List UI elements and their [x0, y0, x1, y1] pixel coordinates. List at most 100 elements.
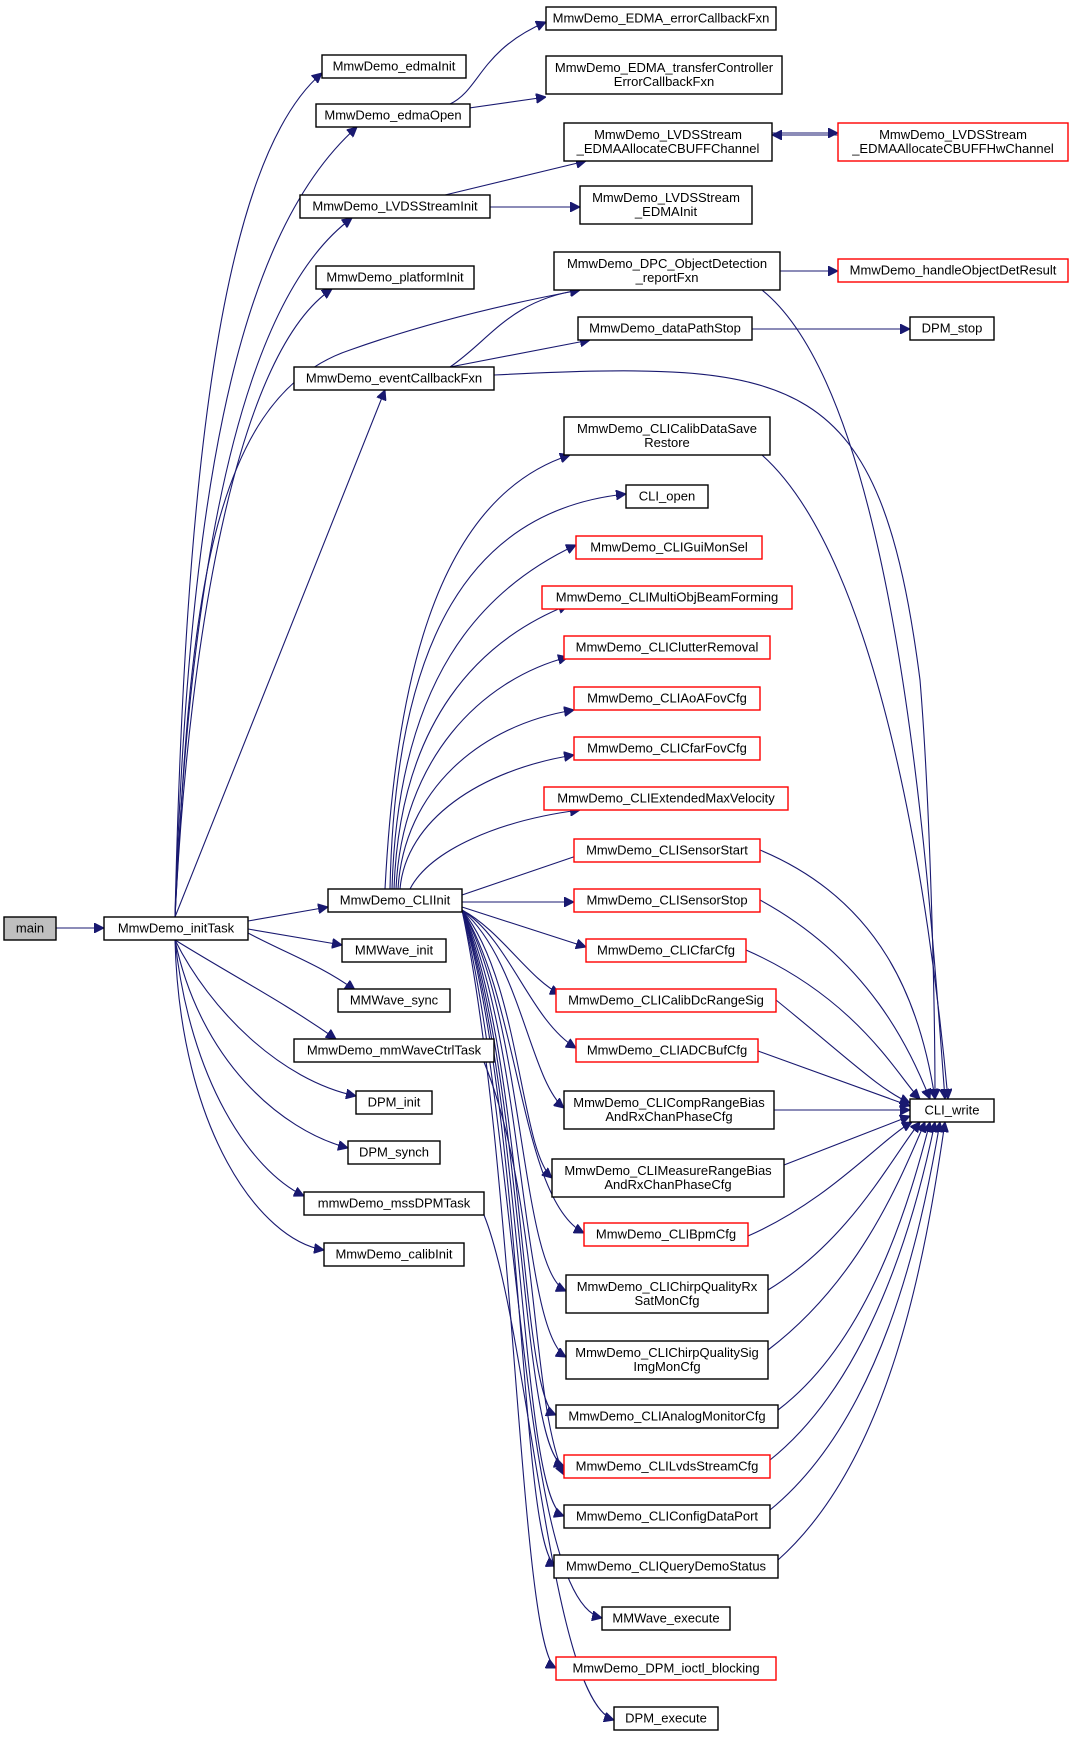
function-node-edmaTcErrCb[interactable]: MmwDemo_EDMA_transferControllerErrorCall…: [545, 55, 783, 95]
function-node-box[interactable]: [303, 1191, 485, 1216]
function-node-cliCalibDc[interactable]: MmwDemo_CLICalibDcRangeSig: [555, 988, 777, 1013]
function-node-cliAdcBuf[interactable]: MmwDemo_CLIADCBufCfg: [575, 1038, 759, 1063]
function-node-box[interactable]: [563, 416, 771, 456]
function-node-edmaInit[interactable]: MmwDemo_edmaInit: [321, 54, 467, 79]
function-node-box[interactable]: [555, 1404, 779, 1429]
function-node-box[interactable]: [563, 635, 771, 660]
function-node-cliWrite[interactable]: CLI_write: [909, 1098, 995, 1123]
function-node-box[interactable]: [315, 103, 471, 128]
function-node-box[interactable]: [575, 1038, 759, 1063]
function-node-cliCompRange[interactable]: MmwDemo_CLICompRangeBiasAndRxChanPhaseCf…: [563, 1090, 775, 1130]
function-node-box[interactable]: [341, 938, 447, 963]
function-node-platformInit[interactable]: MmwDemo_platformInit: [315, 265, 475, 290]
function-node-box[interactable]: [573, 888, 761, 913]
function-node-edmaOpen[interactable]: MmwDemo_edmaOpen: [315, 103, 471, 128]
function-node-main[interactable]: main: [3, 916, 57, 941]
function-node-cliClutter[interactable]: MmwDemo_CLIClutterRemoval: [563, 635, 771, 660]
function-node-box[interactable]: [577, 316, 753, 341]
function-node-dpmInit[interactable]: DPM_init: [355, 1090, 433, 1115]
function-node-dataPathStop[interactable]: MmwDemo_dataPathStop: [577, 316, 753, 341]
function-node-box[interactable]: [293, 1038, 495, 1063]
function-node-edmaErrCb[interactable]: MmwDemo_EDMA_errorCallbackFxn: [545, 6, 777, 31]
function-node-mmwaveCtrl[interactable]: MmwDemo_mmWaveCtrlTask: [293, 1038, 495, 1063]
function-node-cliInit[interactable]: MmwDemo_CLIInit: [327, 888, 463, 913]
function-node-box[interactable]: [299, 194, 491, 219]
function-node-box[interactable]: [551, 1158, 785, 1198]
function-node-box[interactable]: [323, 1242, 465, 1267]
function-node-eventCb[interactable]: MmwDemo_eventCallbackFxn: [293, 366, 495, 391]
function-node-dpmIoctl[interactable]: MmwDemo_DPM_ioctl_blocking: [555, 1656, 777, 1681]
function-node-cliCfarFov[interactable]: MmwDemo_CLICfarFovCfg: [573, 736, 761, 761]
function-node-cliQuery[interactable]: MmwDemo_CLIQueryDemoStatus: [553, 1554, 779, 1579]
function-node-box[interactable]: [545, 6, 777, 31]
function-node-mmwaveSync[interactable]: MMWave_sync: [337, 988, 451, 1013]
function-node-box[interactable]: [625, 484, 709, 509]
function-node-box[interactable]: [565, 1274, 769, 1314]
function-node-box[interactable]: [293, 366, 495, 391]
function-node-box[interactable]: [555, 988, 777, 1013]
function-node-calibInit[interactable]: MmwDemo_calibInit: [323, 1242, 465, 1267]
function-node-box[interactable]: [579, 185, 753, 225]
function-node-box[interactable]: [545, 55, 783, 95]
function-node-box[interactable]: [837, 122, 1069, 162]
function-node-box[interactable]: [3, 916, 57, 941]
function-node-box[interactable]: [103, 916, 249, 941]
function-node-box[interactable]: [337, 988, 451, 1013]
function-node-box[interactable]: [563, 1454, 771, 1479]
function-node-mmwaveInit[interactable]: MMWave_init: [341, 938, 447, 963]
function-node-box[interactable]: [553, 1554, 779, 1579]
function-node-cliBpm[interactable]: MmwDemo_CLIBpmCfg: [583, 1222, 749, 1247]
function-node-cliMeasure[interactable]: MmwDemo_CLIMeasureRangeBiasAndRxChanPhas…: [551, 1158, 785, 1198]
function-node-dpcReport[interactable]: MmwDemo_DPC_ObjectDetection_reportFxn: [553, 251, 781, 291]
function-node-cliAnalog[interactable]: MmwDemo_CLIAnalogMonitorCfg: [555, 1404, 779, 1429]
function-node-box[interactable]: [555, 1656, 777, 1681]
function-node-box[interactable]: [327, 888, 463, 913]
function-node-box[interactable]: [583, 1222, 749, 1247]
function-node-box[interactable]: [909, 316, 995, 341]
function-node-box[interactable]: [573, 736, 761, 761]
function-node-box[interactable]: [563, 1090, 775, 1130]
function-node-cliExtVel[interactable]: MmwDemo_CLIExtendedMaxVelocity: [543, 786, 789, 811]
function-node-box[interactable]: [321, 54, 467, 79]
function-node-box[interactable]: [585, 938, 747, 963]
function-node-cliConfigPort[interactable]: MmwDemo_CLIConfigDataPort: [563, 1504, 771, 1529]
function-node-dpmSynch[interactable]: DPM_synch: [347, 1140, 441, 1165]
function-node-lvdsInit[interactable]: MmwDemo_LVDSStreamInit: [299, 194, 491, 219]
function-node-cliSensorStart[interactable]: MmwDemo_CLISensorStart: [573, 838, 761, 863]
function-node-handleObj[interactable]: MmwDemo_handleObjectDetResult: [837, 258, 1069, 283]
function-node-box[interactable]: [837, 258, 1069, 283]
function-node-lvdsEdmaInit[interactable]: MmwDemo_LVDSStream_EDMAInit: [579, 185, 753, 225]
function-node-cliMultiObj[interactable]: MmwDemo_CLIMultiObjBeamForming: [541, 585, 793, 610]
function-node-box[interactable]: [573, 686, 761, 711]
function-node-mmwaveExec[interactable]: MMWave_execute: [601, 1606, 731, 1631]
function-node-box[interactable]: [355, 1090, 433, 1115]
function-node-box[interactable]: [575, 535, 763, 560]
function-node-cliLvds[interactable]: MmwDemo_CLILvdsStreamCfg: [563, 1454, 771, 1479]
function-node-box[interactable]: [563, 122, 773, 162]
function-node-box[interactable]: [565, 1340, 769, 1380]
function-node-lvdsCbuffHw[interactable]: MmwDemo_LVDSStream_EDMAAllocateCBUFFHwCh…: [837, 122, 1069, 162]
function-node-box[interactable]: [909, 1098, 995, 1123]
function-node-cliSensorStop[interactable]: MmwDemo_CLISensorStop: [573, 888, 761, 913]
function-node-cliCfarCfg[interactable]: MmwDemo_CLICfarCfg: [585, 938, 747, 963]
function-node-box[interactable]: [613, 1706, 719, 1731]
function-node-dpmStop[interactable]: DPM_stop: [909, 316, 995, 341]
function-node-box[interactable]: [553, 251, 781, 291]
function-node-mssDpm[interactable]: mmwDemo_mssDPMTask: [303, 1191, 485, 1216]
function-node-box[interactable]: [573, 838, 761, 863]
function-node-lvdsCbuff[interactable]: MmwDemo_LVDSStream_EDMAAllocateCBUFFChan…: [563, 122, 773, 162]
function-node-cliOpen[interactable]: CLI_open: [625, 484, 709, 509]
function-node-box[interactable]: [347, 1140, 441, 1165]
function-node-dpmExec[interactable]: DPM_execute: [613, 1706, 719, 1731]
function-node-box[interactable]: [315, 265, 475, 290]
function-node-cliGuiMon[interactable]: MmwDemo_CLIGuiMonSel: [575, 535, 763, 560]
function-node-box[interactable]: [601, 1606, 731, 1631]
function-node-box[interactable]: [563, 1504, 771, 1529]
function-node-initTask[interactable]: MmwDemo_initTask: [103, 916, 249, 941]
function-node-box[interactable]: [541, 585, 793, 610]
function-node-box[interactable]: [543, 786, 789, 811]
function-node-cliAoa[interactable]: MmwDemo_CLIAoAFovCfg: [573, 686, 761, 711]
